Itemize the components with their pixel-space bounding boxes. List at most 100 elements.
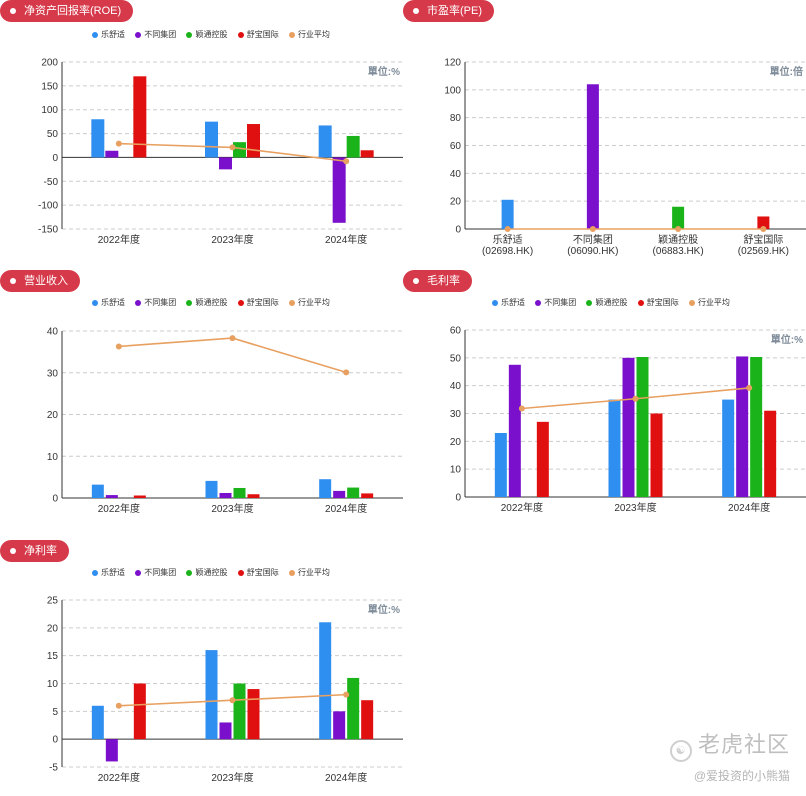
y-tick-label: -100 bbox=[38, 201, 58, 212]
gross-title-badge: 毛利率 bbox=[403, 270, 472, 292]
bar bbox=[233, 487, 246, 498]
legend-dot-icon bbox=[135, 569, 142, 576]
title-dot-icon bbox=[10, 548, 16, 554]
x-tick-label-line: (06090.HK) bbox=[567, 246, 618, 257]
x-tick-label-line: 2023年度 bbox=[211, 502, 253, 515]
bar bbox=[233, 142, 246, 158]
legend-item-avg: 行业平均 bbox=[288, 567, 330, 578]
unit-label: 單位:% bbox=[368, 603, 400, 616]
bar bbox=[133, 76, 147, 158]
y-tick-label: 80 bbox=[450, 113, 462, 124]
average-point bbox=[229, 144, 236, 151]
y-tick-label: 0 bbox=[52, 735, 58, 746]
legend-item-ytkg: 颖通控股 bbox=[586, 297, 627, 308]
x-tick-label-line: 乐舒适 bbox=[493, 233, 523, 246]
roe-legend: 乐舒适 不同集团 颖通控股 舒宝国际 行业平均 bbox=[92, 29, 338, 40]
average-point bbox=[675, 226, 682, 232]
legend-item-btjt: 不同集团 bbox=[535, 297, 576, 308]
roe-title: 净资产回报率(ROE) bbox=[24, 5, 122, 17]
bar bbox=[508, 364, 521, 497]
bar bbox=[332, 157, 346, 223]
legend-item-lss: 乐舒适 bbox=[92, 29, 125, 40]
pe-title: 市盈率(PE) bbox=[427, 5, 482, 17]
y-tick-label: 60 bbox=[450, 326, 462, 337]
legend-dot-icon bbox=[288, 569, 295, 576]
y-tick-label: 20 bbox=[47, 623, 59, 634]
tiger-logo-icon: ☯ bbox=[669, 740, 692, 762]
x-tick-label: 2024年度 bbox=[325, 233, 367, 246]
x-tick-label-line: 2024年度 bbox=[325, 502, 367, 515]
legend-dot-icon bbox=[288, 299, 295, 306]
y-tick-label: 60 bbox=[450, 141, 462, 152]
x-tick-label-line: 2022年度 bbox=[98, 233, 140, 246]
bar bbox=[764, 410, 777, 497]
legend-dot-icon bbox=[92, 299, 98, 306]
bar bbox=[736, 356, 749, 497]
x-tick-label-line: 颖通控股 bbox=[658, 233, 698, 246]
legend-item-sbgj: 舒宝国际 bbox=[237, 297, 279, 308]
bar bbox=[105, 495, 118, 498]
bar bbox=[494, 432, 507, 497]
y-tick-label: 10 bbox=[47, 679, 59, 690]
bar bbox=[672, 206, 685, 229]
revenue-panel: 营业收入 乐舒适 不同集团 颖通控股 舒宝国际 行业平均 0 10 20 30 40 20… bbox=[0, 270, 403, 520]
bar bbox=[91, 705, 104, 740]
x-tick-label: 2023年度 bbox=[614, 501, 656, 514]
x-tick-label: 2022年度 bbox=[501, 501, 543, 514]
x-tick-label: 2024年度 bbox=[325, 771, 367, 784]
bar bbox=[347, 487, 360, 498]
legend-dot-icon bbox=[92, 31, 98, 38]
x-tick-label: 2024年度 bbox=[325, 502, 367, 515]
y-tick-label: 10 bbox=[47, 452, 59, 463]
x-tick-label-line: (02569.HK) bbox=[738, 246, 789, 257]
y-tick-label: 30 bbox=[450, 409, 462, 420]
y-tick-label: 200 bbox=[41, 58, 58, 69]
title-dot-icon bbox=[10, 8, 16, 14]
y-tick-label: 15 bbox=[47, 651, 59, 662]
bar bbox=[319, 622, 332, 740]
x-tick-label: 2023年度 bbox=[211, 502, 253, 515]
x-tick-label: 不同集团(06090.HK) bbox=[567, 233, 618, 257]
y-tick-label: 50 bbox=[47, 129, 59, 140]
y-tick-label: 25 bbox=[47, 596, 59, 607]
bar bbox=[750, 356, 763, 497]
bar bbox=[361, 700, 374, 740]
bar bbox=[360, 150, 374, 158]
average-line bbox=[118, 337, 347, 374]
x-tick-label: 2022年度 bbox=[98, 233, 140, 246]
legend-item-sbgj: 舒宝国际 bbox=[237, 567, 279, 578]
x-tick-label-line: 2024年度 bbox=[728, 501, 770, 514]
legend-item-avg: 行业平均 bbox=[288, 297, 330, 308]
legend-dot-icon bbox=[92, 569, 98, 576]
bar bbox=[650, 413, 663, 497]
title-dot-icon bbox=[413, 8, 419, 14]
y-tick-label: -50 bbox=[44, 177, 59, 188]
bar bbox=[346, 135, 360, 158]
legend-item-avg: 行业平均 bbox=[288, 29, 330, 40]
bar bbox=[247, 689, 260, 740]
watermark-author: @爱投资的小熊猫 bbox=[693, 769, 790, 783]
bar bbox=[319, 479, 332, 498]
average-point bbox=[343, 691, 350, 698]
legend-item-btjt: 不同集团 bbox=[135, 29, 176, 40]
pe-title-badge: 市盈率(PE) bbox=[403, 0, 494, 22]
y-tick-label: 0 bbox=[455, 225, 461, 236]
legend-item-btjt: 不同集团 bbox=[135, 297, 176, 308]
net-legend: 乐舒适 不同集团 颖通控股 舒宝国际 行业平均 bbox=[92, 567, 338, 578]
y-tick-label: 100 bbox=[41, 105, 58, 116]
legend-dot-icon bbox=[288, 31, 295, 38]
legend-item-sbgj: 舒宝国际 bbox=[237, 29, 279, 40]
gross-legend: 乐舒适 不同集团 颖通控股 舒宝国际 行业平均 bbox=[492, 297, 738, 308]
average-point bbox=[229, 697, 236, 704]
bar bbox=[247, 494, 260, 498]
bar bbox=[536, 421, 549, 497]
x-tick-label: 2022年度 bbox=[98, 502, 140, 515]
legend-dot-icon bbox=[637, 299, 644, 306]
bar bbox=[722, 399, 735, 497]
x-tick-label-line: 2022年度 bbox=[98, 502, 140, 515]
legend-dot-icon bbox=[186, 31, 193, 38]
legend-dot-icon bbox=[237, 569, 244, 576]
x-tick-label-line: 2024年度 bbox=[325, 233, 367, 246]
bar bbox=[219, 157, 232, 170]
watermark-main-text: 老虎社区 bbox=[697, 732, 790, 757]
